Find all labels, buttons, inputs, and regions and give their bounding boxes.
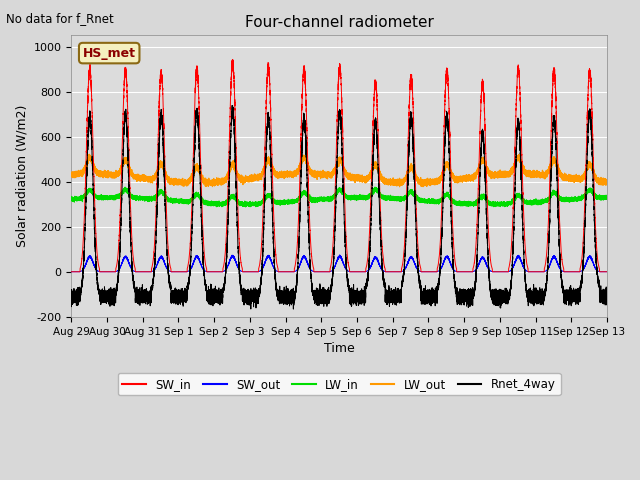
Title: Four-channel radiometer: Four-channel radiometer [244,15,433,30]
Legend: SW_in, SW_out, LW_in, LW_out, Rnet_4way: SW_in, SW_out, LW_in, LW_out, Rnet_4way [118,373,561,396]
X-axis label: Time: Time [324,342,355,355]
Text: No data for f_Rnet: No data for f_Rnet [6,12,114,25]
Text: HS_met: HS_met [83,47,136,60]
Y-axis label: Solar radiation (W/m2): Solar radiation (W/m2) [15,105,28,247]
